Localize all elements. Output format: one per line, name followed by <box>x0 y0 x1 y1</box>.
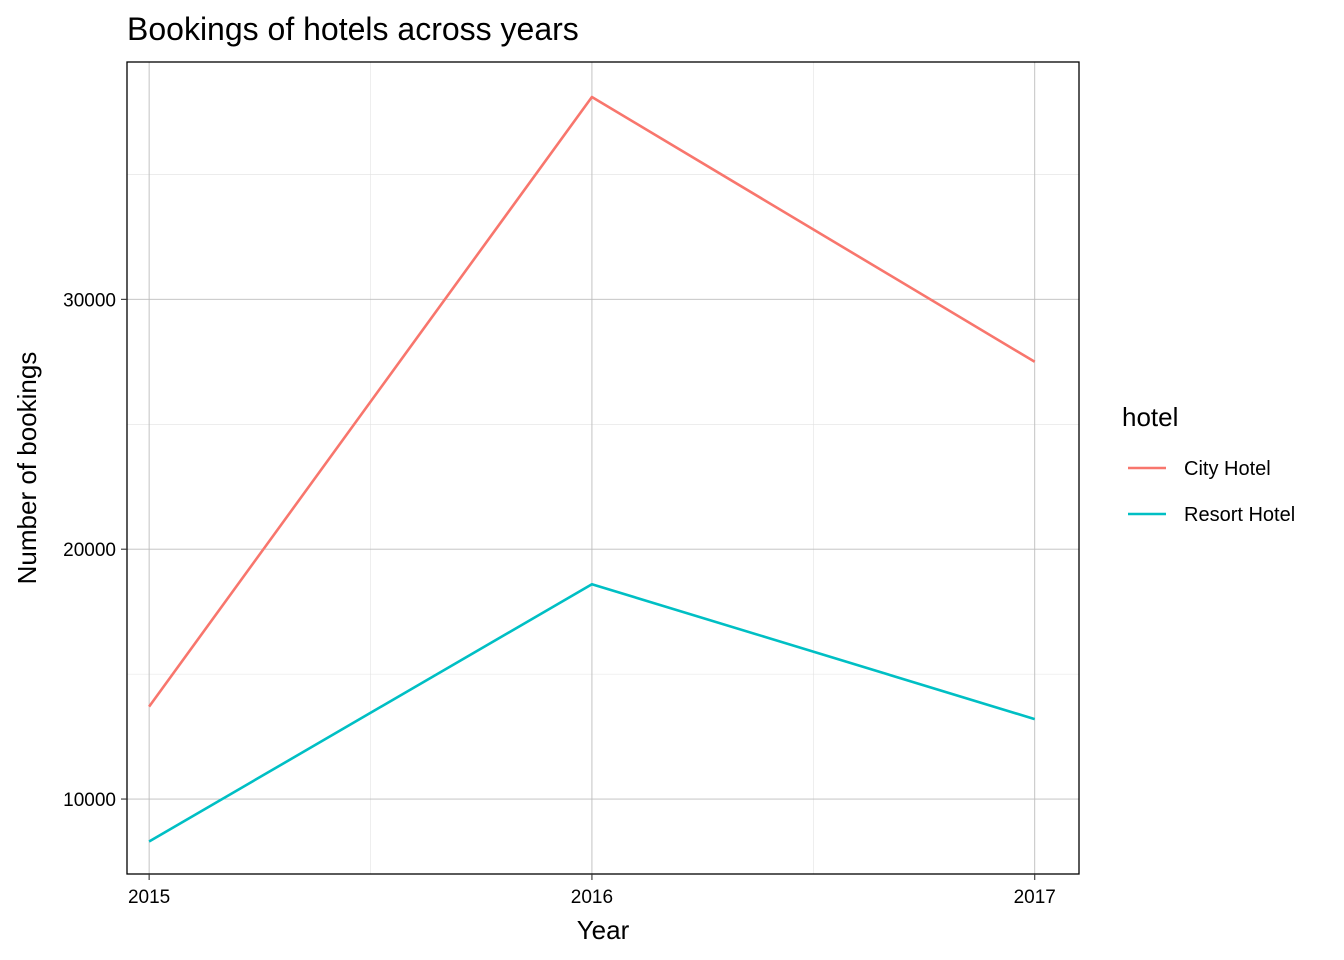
axis-ticks <box>121 298 1036 880</box>
legend-items: City Hotel Resort Hotel <box>1128 458 1295 526</box>
x-axis-title: Year <box>577 915 630 945</box>
legend-label-city-hotel: City Hotel <box>1184 458 1271 480</box>
legend-label-resort-hotel: Resort Hotel <box>1184 504 1295 526</box>
plot-panel-border <box>126 61 1080 875</box>
legend: hotel City Hotel Resort Hotel <box>1122 402 1295 526</box>
y-tick-label: 20000 <box>63 540 116 561</box>
x-tick-label: 2016 <box>571 887 613 908</box>
series-line-city-hotel <box>148 95 1036 708</box>
series-lines <box>148 95 1036 843</box>
series-line-resort-hotel <box>148 582 1036 843</box>
x-tick-label: 2015 <box>128 887 170 908</box>
grid <box>127 62 1079 874</box>
tick-labels: 10000 20000 30000 2015 2016 2017 <box>63 290 1056 908</box>
y-tick-label: 30000 <box>63 290 116 311</box>
y-tick-label: 10000 <box>63 790 116 811</box>
chart-title: Bookings of hotels across years <box>127 11 579 47</box>
x-tick-label: 2017 <box>1014 887 1056 908</box>
y-axis-title: Number of bookings <box>12 352 42 585</box>
legend-title: hotel <box>1122 402 1178 432</box>
